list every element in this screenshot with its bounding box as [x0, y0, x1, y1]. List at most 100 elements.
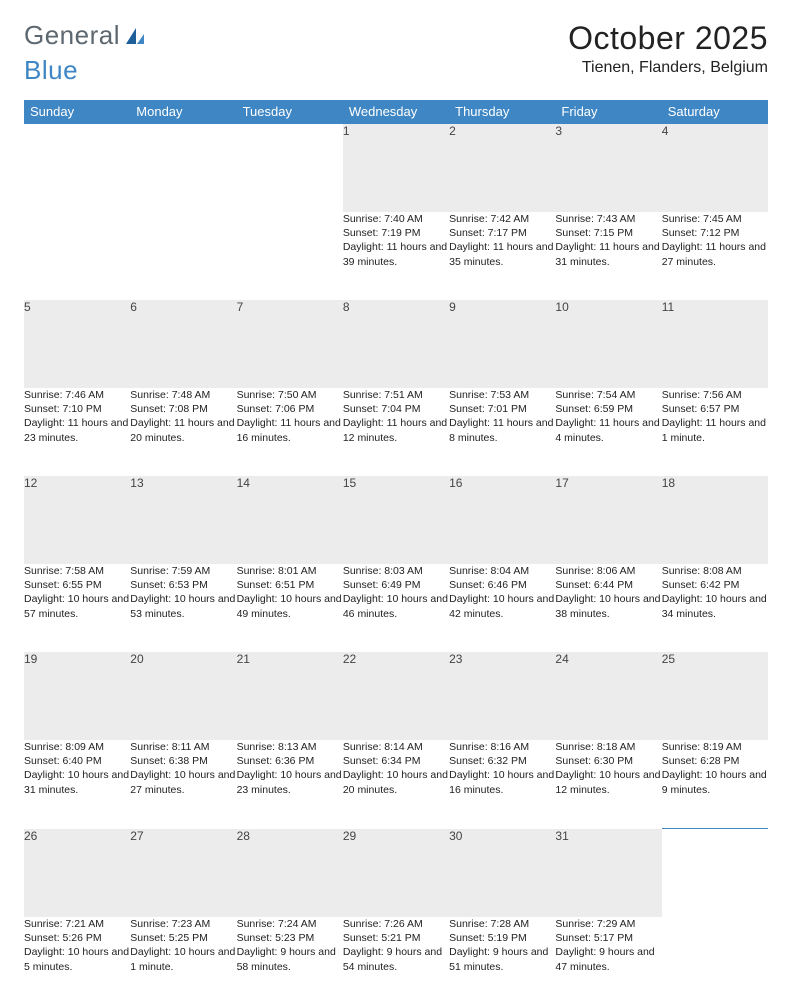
- sunrise-line: Sunrise: 8:18 AM: [555, 740, 661, 754]
- daylight-line: Daylight: 10 hours and 5 minutes.: [24, 945, 130, 973]
- sunrise-line: Sunrise: 8:14 AM: [343, 740, 449, 754]
- day-number: 10: [555, 300, 661, 388]
- day-number: 21: [237, 652, 343, 740]
- daylight-line: Daylight: 11 hours and 27 minutes.: [662, 240, 768, 268]
- daylight-line: Daylight: 11 hours and 35 minutes.: [449, 240, 555, 268]
- sunrise-line: Sunrise: 7:50 AM: [237, 388, 343, 402]
- sunset-line: Sunset: 6:36 PM: [237, 754, 343, 768]
- day-info: Sunrise: 8:09 AMSunset: 6:40 PMDaylight:…: [24, 740, 130, 829]
- day-info: Sunrise: 8:16 AMSunset: 6:32 PMDaylight:…: [449, 740, 555, 829]
- day-number: 23: [449, 652, 555, 740]
- daylight-line: Daylight: 9 hours and 54 minutes.: [343, 945, 449, 973]
- day-info: Sunrise: 8:04 AMSunset: 6:46 PMDaylight:…: [449, 564, 555, 652]
- day-info: Sunrise: 8:06 AMSunset: 6:44 PMDaylight:…: [555, 564, 661, 652]
- sunset-line: Sunset: 6:51 PM: [237, 578, 343, 592]
- day-number: 31: [555, 829, 661, 918]
- sunset-line: Sunset: 5:19 PM: [449, 931, 555, 945]
- day-number: 27: [130, 829, 236, 918]
- sunset-line: Sunset: 5:17 PM: [555, 931, 661, 945]
- day-info: Sunrise: 7:40 AMSunset: 7:19 PMDaylight:…: [343, 212, 449, 300]
- day-info-row: Sunrise: 7:58 AMSunset: 6:55 PMDaylight:…: [24, 564, 768, 652]
- sunset-line: Sunset: 5:25 PM: [130, 931, 236, 945]
- weekday-header: Sunday: [24, 100, 130, 124]
- sunrise-line: Sunrise: 8:09 AM: [24, 740, 130, 754]
- day-info: Sunrise: 8:03 AMSunset: 6:49 PMDaylight:…: [343, 564, 449, 652]
- weekday-header: Tuesday: [237, 100, 343, 124]
- brand-text-2: Blue: [24, 55, 78, 86]
- daylight-line: Daylight: 11 hours and 8 minutes.: [449, 416, 555, 444]
- weekday-header: Wednesday: [343, 100, 449, 124]
- day-info: Sunrise: 7:29 AMSunset: 5:17 PMDaylight:…: [555, 917, 661, 1005]
- sunrise-line: Sunrise: 8:13 AM: [237, 740, 343, 754]
- calendar-head: SundayMondayTuesdayWednesdayThursdayFrid…: [24, 100, 768, 124]
- sunrise-line: Sunrise: 8:06 AM: [555, 564, 661, 578]
- day-number: 1: [343, 124, 449, 213]
- sunrise-line: Sunrise: 8:08 AM: [662, 564, 768, 578]
- sunrise-line: Sunrise: 7:46 AM: [24, 388, 130, 402]
- sunset-line: Sunset: 6:55 PM: [24, 578, 130, 592]
- daylight-line: Daylight: 11 hours and 39 minutes.: [343, 240, 449, 268]
- sunset-line: Sunset: 7:15 PM: [555, 226, 661, 240]
- sunrise-line: Sunrise: 7:23 AM: [130, 917, 236, 931]
- sunrise-line: Sunrise: 7:56 AM: [662, 388, 768, 402]
- day-number-row: 1234: [24, 124, 768, 213]
- sunset-line: Sunset: 7:19 PM: [343, 226, 449, 240]
- day-info: Sunrise: 7:45 AMSunset: 7:12 PMDaylight:…: [662, 212, 768, 300]
- sunrise-line: Sunrise: 7:40 AM: [343, 212, 449, 226]
- day-info: Sunrise: 7:58 AMSunset: 6:55 PMDaylight:…: [24, 564, 130, 652]
- day-info: Sunrise: 7:43 AMSunset: 7:15 PMDaylight:…: [555, 212, 661, 300]
- sunset-line: Sunset: 7:17 PM: [449, 226, 555, 240]
- empty-cell: [662, 829, 768, 918]
- daylight-line: Daylight: 10 hours and 49 minutes.: [237, 592, 343, 620]
- day-number: 14: [237, 476, 343, 564]
- day-number: 19: [24, 652, 130, 740]
- sunset-line: Sunset: 6:40 PM: [24, 754, 130, 768]
- sunset-line: Sunset: 6:32 PM: [449, 754, 555, 768]
- day-number: 25: [662, 652, 768, 740]
- day-info: Sunrise: 7:51 AMSunset: 7:04 PMDaylight:…: [343, 388, 449, 476]
- sunset-line: Sunset: 6:53 PM: [130, 578, 236, 592]
- sunset-line: Sunset: 6:30 PM: [555, 754, 661, 768]
- day-number-row: 567891011: [24, 300, 768, 388]
- day-info: Sunrise: 7:24 AMSunset: 5:23 PMDaylight:…: [237, 917, 343, 1005]
- weekday-header: Monday: [130, 100, 236, 124]
- daylight-line: Daylight: 11 hours and 16 minutes.: [237, 416, 343, 444]
- daylight-line: Daylight: 10 hours and 12 minutes.: [555, 768, 661, 796]
- day-number: 20: [130, 652, 236, 740]
- sunset-line: Sunset: 7:10 PM: [24, 402, 130, 416]
- day-info: Sunrise: 8:13 AMSunset: 6:36 PMDaylight:…: [237, 740, 343, 829]
- daylight-line: Daylight: 10 hours and 46 minutes.: [343, 592, 449, 620]
- daylight-line: Daylight: 10 hours and 53 minutes.: [130, 592, 236, 620]
- day-number: 24: [555, 652, 661, 740]
- sunrise-line: Sunrise: 7:24 AM: [237, 917, 343, 931]
- sunrise-line: Sunrise: 7:43 AM: [555, 212, 661, 226]
- daylight-line: Daylight: 10 hours and 38 minutes.: [555, 592, 661, 620]
- day-info: Sunrise: 7:21 AMSunset: 5:26 PMDaylight:…: [24, 917, 130, 1005]
- day-number: 9: [449, 300, 555, 388]
- weekday-header: Friday: [555, 100, 661, 124]
- sunset-line: Sunset: 5:26 PM: [24, 931, 130, 945]
- day-number: 17: [555, 476, 661, 564]
- day-number: 4: [662, 124, 768, 213]
- day-number: 29: [343, 829, 449, 918]
- empty-cell: [24, 212, 130, 300]
- day-info-row: Sunrise: 7:40 AMSunset: 7:19 PMDaylight:…: [24, 212, 768, 300]
- day-info: Sunrise: 7:26 AMSunset: 5:21 PMDaylight:…: [343, 917, 449, 1005]
- sunset-line: Sunset: 7:12 PM: [662, 226, 768, 240]
- sunrise-line: Sunrise: 7:21 AM: [24, 917, 130, 931]
- day-number-row: 262728293031: [24, 829, 768, 918]
- daylight-line: Daylight: 11 hours and 4 minutes.: [555, 416, 661, 444]
- weekday-row: SundayMondayTuesdayWednesdayThursdayFrid…: [24, 100, 768, 124]
- weekday-header: Thursday: [449, 100, 555, 124]
- daylight-line: Daylight: 11 hours and 31 minutes.: [555, 240, 661, 268]
- day-number: 3: [555, 124, 661, 213]
- day-number-row: 19202122232425: [24, 652, 768, 740]
- day-info: Sunrise: 7:50 AMSunset: 7:06 PMDaylight:…: [237, 388, 343, 476]
- sunrise-line: Sunrise: 8:16 AM: [449, 740, 555, 754]
- daylight-line: Daylight: 10 hours and 57 minutes.: [24, 592, 130, 620]
- day-info: Sunrise: 8:18 AMSunset: 6:30 PMDaylight:…: [555, 740, 661, 829]
- day-number: 18: [662, 476, 768, 564]
- daylight-line: Daylight: 10 hours and 23 minutes.: [237, 768, 343, 796]
- day-number: 5: [24, 300, 130, 388]
- empty-cell: [237, 212, 343, 300]
